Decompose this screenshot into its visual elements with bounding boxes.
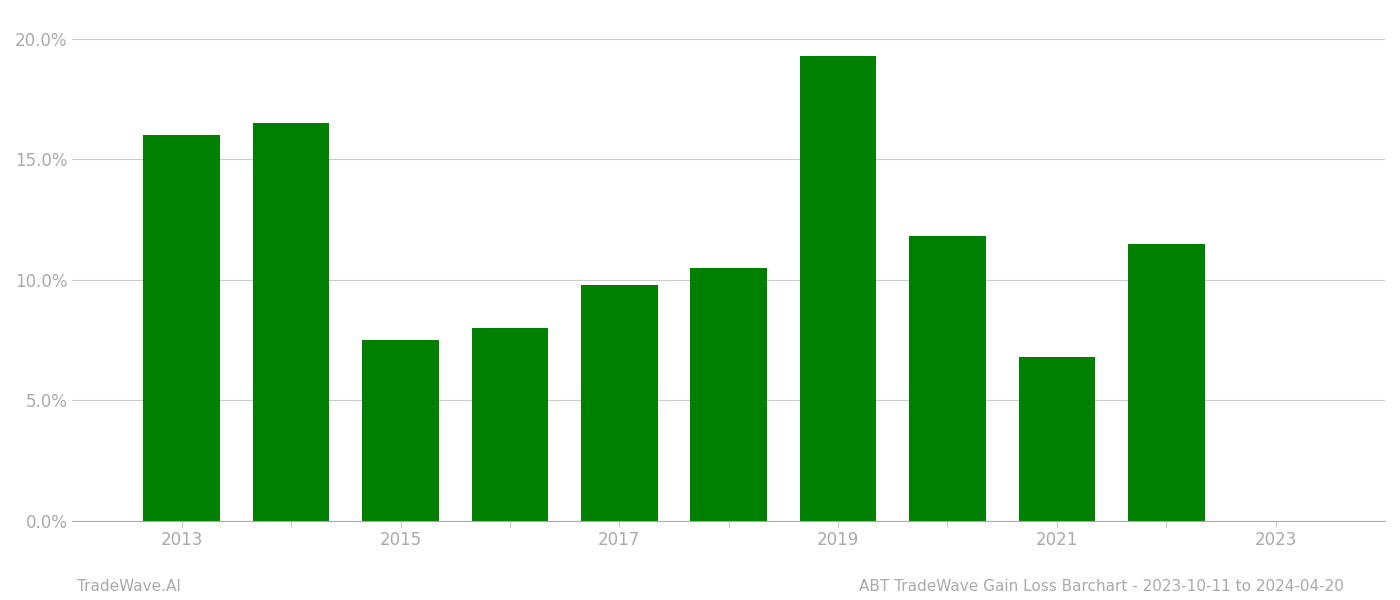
Bar — [363, 340, 438, 521]
Bar — [690, 268, 767, 521]
Bar — [1128, 244, 1204, 521]
Bar — [799, 56, 876, 521]
Bar — [909, 236, 986, 521]
Bar — [1019, 357, 1095, 521]
Text: ABT TradeWave Gain Loss Barchart - 2023-10-11 to 2024-04-20: ABT TradeWave Gain Loss Barchart - 2023-… — [860, 579, 1344, 594]
Bar — [143, 136, 220, 521]
Bar — [253, 124, 329, 521]
Text: TradeWave.AI: TradeWave.AI — [77, 579, 181, 594]
Bar — [472, 328, 549, 521]
Bar — [581, 284, 658, 521]
